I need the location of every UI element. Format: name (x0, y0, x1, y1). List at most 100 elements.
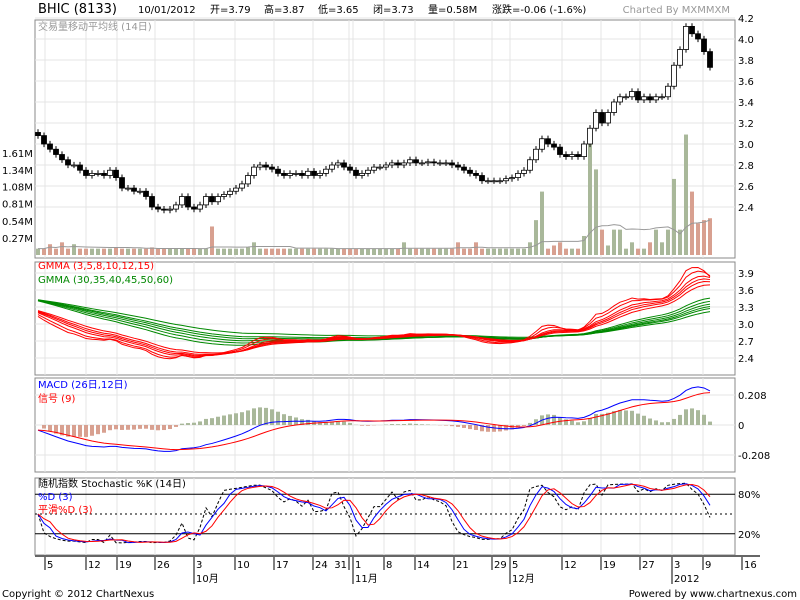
macd-histogram-bar (402, 424, 406, 425)
volume-bar (306, 248, 310, 255)
volume-bar (108, 248, 112, 255)
candle-body (635, 91, 641, 101)
macd-histogram-bar (144, 425, 148, 429)
candle-body (707, 51, 713, 68)
macd-histogram-bar (486, 425, 490, 432)
candle-body (95, 172, 101, 175)
volume-bar (180, 248, 184, 255)
candle-body (323, 168, 329, 174)
price-tick-label: 3.6 (738, 77, 754, 88)
volume-bar (570, 248, 574, 255)
candle-body (437, 162, 443, 165)
candle-body (197, 204, 203, 210)
volume-bar (264, 248, 268, 255)
symbol: BHIC (8133) (38, 2, 117, 17)
macd-histogram-bar (228, 414, 232, 425)
candle-body (77, 164, 83, 171)
volume-bar (672, 178, 676, 255)
gmma-short-line (37, 284, 711, 354)
candle-body (425, 161, 431, 164)
volume-bar (648, 242, 652, 255)
volume-ma-line (38, 219, 711, 250)
price-tick-label: 4.2 (738, 14, 754, 25)
macd-histogram-bar (96, 425, 100, 435)
volume-bar (462, 248, 466, 255)
volume-bar (228, 248, 232, 255)
candle-body (689, 25, 695, 35)
volume-bar (72, 244, 76, 255)
volume-bar (372, 248, 376, 255)
volume-tick-label: 0.54M (2, 217, 33, 228)
powered-by[interactable]: Powered by www.chartnexus.com (629, 589, 797, 600)
candle-body (647, 96, 653, 101)
macd-histogram-bar (660, 422, 664, 425)
candle-body (239, 183, 245, 189)
candle-body (83, 169, 89, 176)
macd-histogram-bar (588, 418, 592, 425)
volume-tick-label: 0.81M (2, 200, 33, 211)
panel-frame (34, 19, 736, 259)
volume-bar (288, 248, 292, 255)
candle-body (305, 170, 311, 176)
high-value: 高=3.87 (264, 3, 305, 16)
candle-body (299, 172, 305, 176)
candle-body (455, 164, 461, 168)
volume-bar (126, 248, 130, 255)
candle-body (665, 85, 671, 98)
macd-histogram-bar (648, 418, 652, 425)
volume-bar (546, 248, 550, 255)
macd-tick-label: 0 (738, 421, 744, 432)
candle-body (317, 172, 323, 176)
volume-bar (114, 247, 118, 255)
volume-bar (156, 248, 160, 255)
macd-histogram-bar (54, 425, 58, 434)
x-tick-label: 8 (386, 560, 392, 571)
gmma-tick-label: 3.9 (738, 269, 754, 280)
macd-histogram-bar (120, 425, 124, 430)
volume-bar (708, 218, 712, 255)
candle-body (209, 196, 215, 203)
candle-body (539, 138, 545, 150)
candle-body (521, 169, 527, 174)
macd-histogram-bar (204, 418, 208, 425)
volume-bar (624, 248, 628, 255)
volume-bar (342, 248, 346, 255)
macd-histogram-bar (480, 425, 484, 432)
macd-histogram-bar (360, 425, 364, 426)
volume-bar (204, 248, 208, 255)
macd-histogram-bar (90, 425, 94, 436)
macd-histogram-bar (504, 425, 508, 431)
volume-bar (174, 248, 178, 255)
macd-histogram-bar (138, 425, 142, 429)
month-label: 2012 (674, 574, 699, 585)
volume-bar (516, 248, 520, 255)
macd-histogram-bar (84, 425, 88, 437)
x-tick-label: 12 (88, 560, 101, 571)
candle-body (611, 101, 617, 113)
volume-bar (216, 248, 220, 255)
volume-bar (300, 248, 304, 255)
x-tick-label: 27 (642, 560, 655, 571)
candle-body (275, 168, 281, 174)
stochastic-label: 随机指数 Stochastic %K (14日) (38, 477, 186, 490)
candle-body (71, 164, 77, 167)
volume-bar (384, 248, 388, 255)
low-value: 低=3.65 (318, 3, 359, 16)
candle-body (701, 38, 707, 53)
volume-bar (348, 248, 352, 255)
volume-bar (282, 248, 286, 255)
panel-frame (34, 261, 736, 376)
volume-bar (84, 248, 88, 255)
macd-histogram-bar (174, 425, 178, 427)
x-tick-label: 17 (276, 560, 289, 571)
volume-bar (552, 245, 556, 255)
macd-histogram-bar (72, 425, 76, 437)
month-label: 11月 (355, 573, 378, 585)
volume-bar (444, 248, 448, 255)
candle-body (569, 154, 575, 157)
x-tick-label: 12 (564, 560, 577, 571)
macd-histogram-bar (156, 425, 160, 431)
macd-histogram-bar (684, 409, 688, 425)
volume-tick-label: 0.27M (2, 234, 33, 245)
